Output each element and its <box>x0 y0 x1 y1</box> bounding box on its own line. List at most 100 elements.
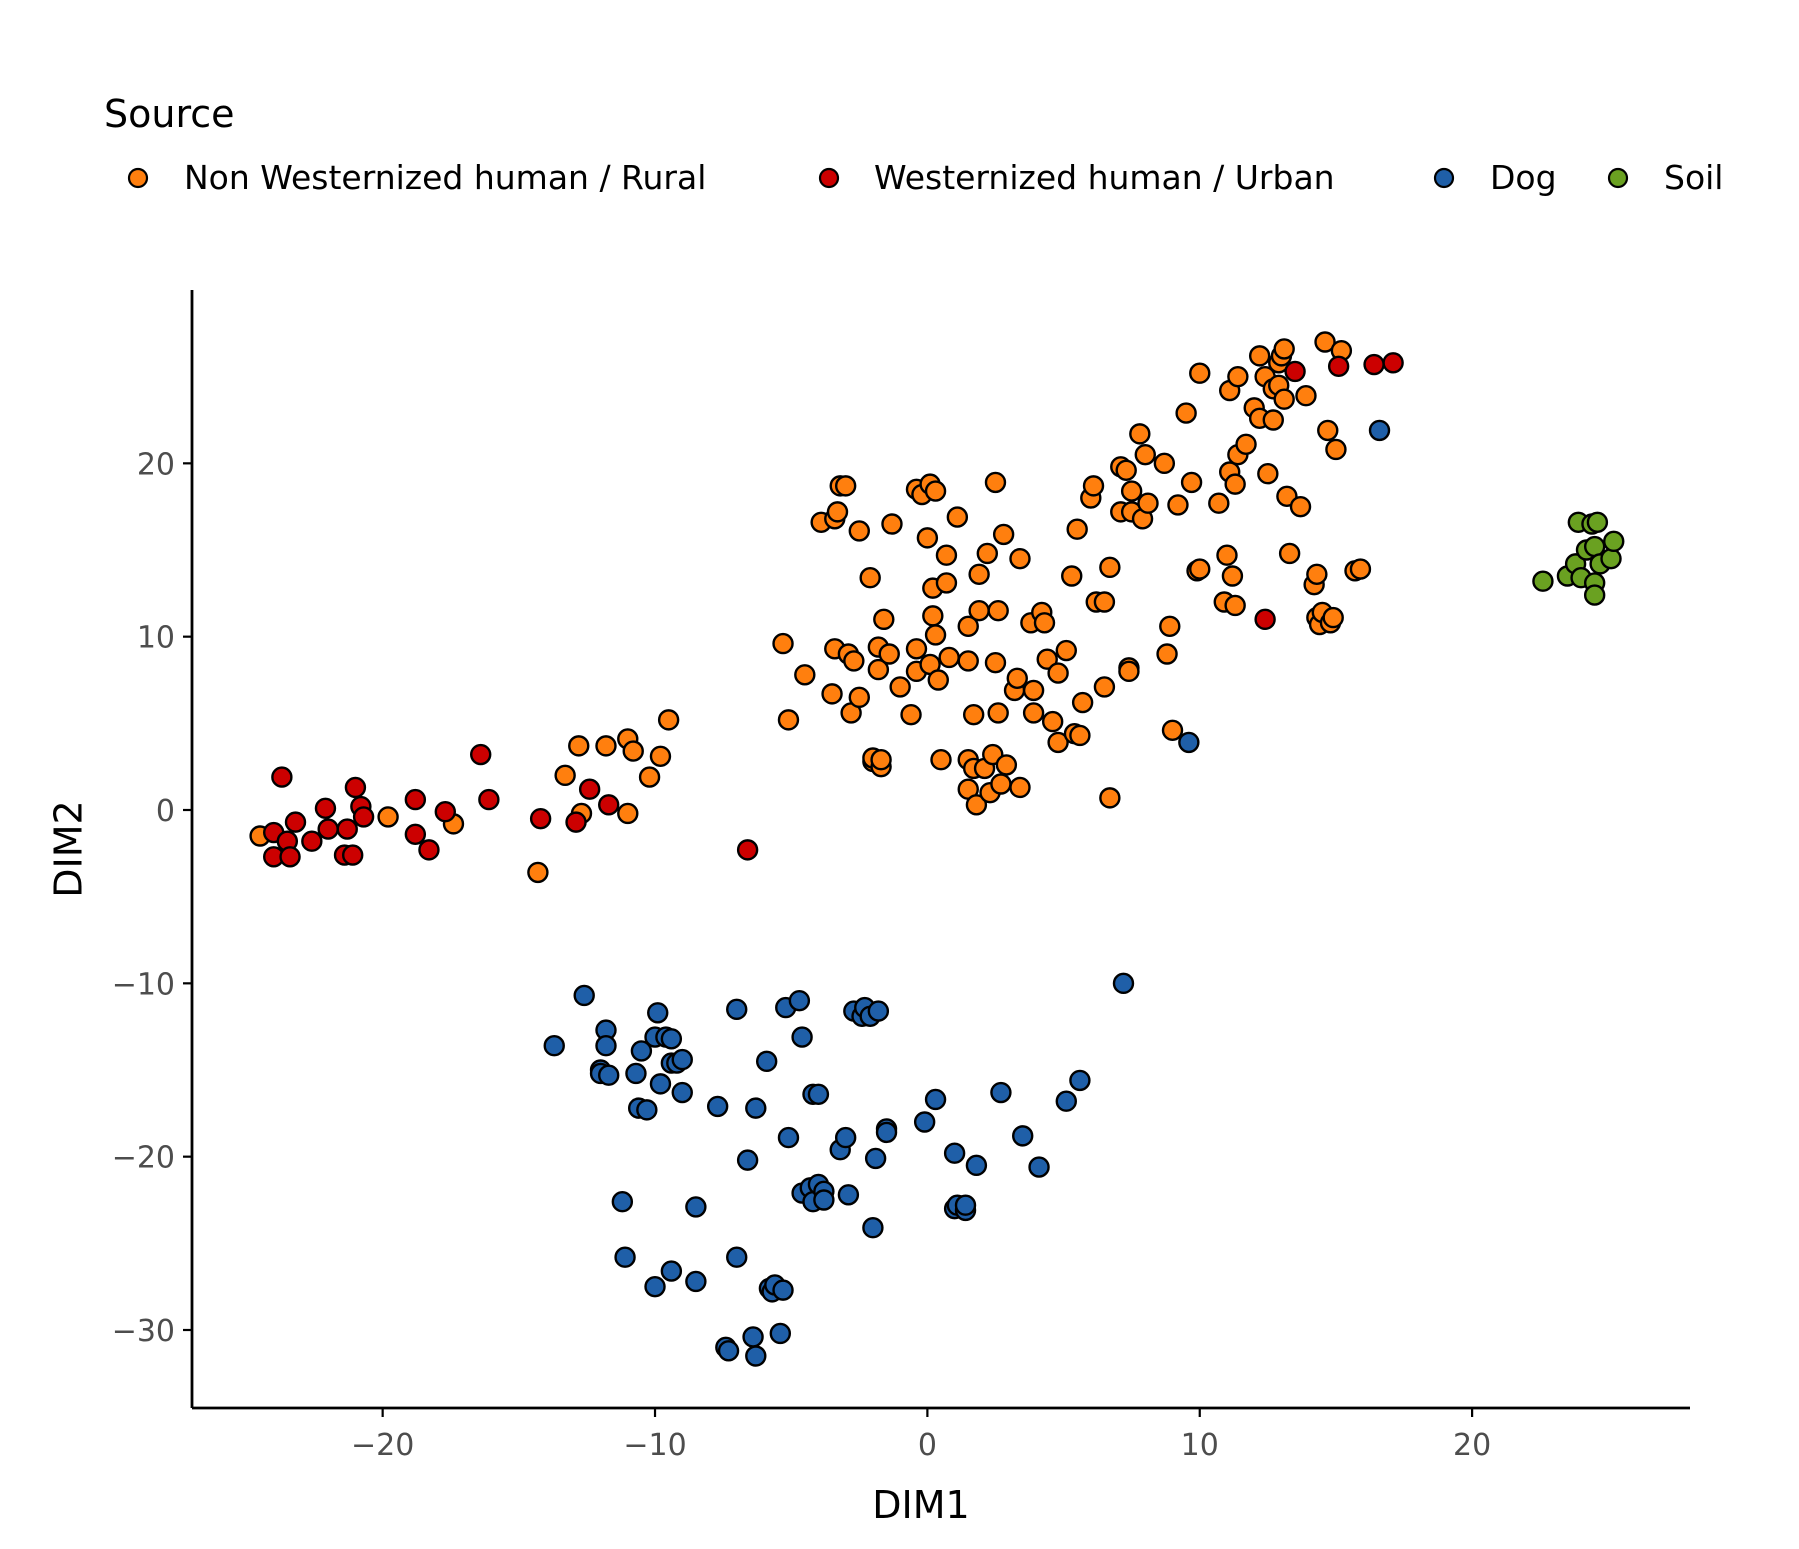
data-point <box>1227 365 1249 388</box>
data-point <box>1349 558 1372 580</box>
data-point <box>1028 1156 1050 1178</box>
data-point <box>1066 518 1088 540</box>
data-point <box>1009 547 1031 570</box>
x-tick-label: −20 <box>351 1428 414 1463</box>
data-point <box>1061 565 1083 587</box>
data-point <box>987 599 1009 622</box>
data-point <box>930 749 952 771</box>
data-point <box>404 788 427 811</box>
data-point <box>905 638 928 660</box>
data-point <box>317 818 339 840</box>
data-point <box>595 735 617 757</box>
data-point <box>984 651 1007 674</box>
data-point <box>826 501 849 523</box>
data-point <box>644 1275 666 1298</box>
y-tick-label: −30 <box>112 1314 175 1349</box>
data-point <box>1314 331 1336 353</box>
data-point <box>990 1081 1012 1104</box>
data-point <box>1189 558 1211 580</box>
data-point <box>1189 362 1211 384</box>
data-point <box>990 773 1012 795</box>
data-point <box>968 563 990 585</box>
data-point <box>527 861 549 884</box>
data-point <box>794 664 816 686</box>
data-point <box>1382 352 1404 374</box>
series-westernized-human-urban <box>263 352 1404 868</box>
data-point <box>649 1073 672 1095</box>
data-point <box>769 1322 792 1345</box>
data-point <box>660 1260 683 1282</box>
data-point <box>1036 648 1058 670</box>
data-point <box>1041 710 1064 733</box>
data-point <box>736 839 759 861</box>
legend-label: Dog <box>1490 158 1557 197</box>
data-point <box>1175 402 1197 424</box>
data-point <box>341 844 364 866</box>
data-point <box>1099 556 1121 579</box>
legend: Source Non Westernized human / Rural West… <box>104 92 1723 197</box>
data-point <box>478 788 500 811</box>
data-point <box>1115 459 1137 481</box>
data-point <box>717 1340 740 1362</box>
data-point <box>1071 691 1094 714</box>
data-point <box>1006 667 1028 689</box>
data-point <box>1221 565 1244 587</box>
data-point <box>900 703 922 726</box>
data-point <box>807 1083 830 1105</box>
x-tick-label: −10 <box>623 1428 686 1463</box>
data-point <box>404 823 427 845</box>
data-point <box>976 542 999 565</box>
data-point <box>848 520 870 542</box>
data-point <box>434 801 456 823</box>
series-non-westernized-human-rural <box>249 331 1372 884</box>
data-point <box>755 1050 778 1073</box>
data-point <box>862 1217 884 1239</box>
data-point <box>1254 608 1276 631</box>
data-point <box>1306 563 1328 585</box>
data-point <box>377 806 399 828</box>
data-point <box>336 818 358 840</box>
data-point <box>617 802 639 825</box>
data-point <box>1208 492 1230 514</box>
y-tick-label: 20 <box>137 447 175 482</box>
data-point <box>1327 355 1350 377</box>
data-point <box>777 1126 800 1149</box>
data-point <box>279 846 301 868</box>
data-points <box>249 331 1625 1367</box>
data-point <box>657 709 680 731</box>
data-point <box>1262 409 1284 431</box>
data-point <box>1273 338 1295 360</box>
data-point <box>1224 594 1246 617</box>
data-point <box>938 646 960 669</box>
data-point <box>1216 544 1238 566</box>
data-point <box>1047 662 1069 684</box>
series-dog <box>543 419 1391 1367</box>
data-point <box>1134 443 1156 466</box>
data-point <box>625 1062 647 1085</box>
y-tick-label: −10 <box>112 967 175 1002</box>
data-point <box>881 513 903 535</box>
data-point <box>1069 724 1091 747</box>
data-point <box>843 650 865 672</box>
data-point <box>1363 353 1385 376</box>
data-point <box>1284 360 1306 383</box>
data-point <box>685 1196 707 1218</box>
data-point <box>565 811 587 833</box>
data-point <box>867 658 890 681</box>
data-point <box>1055 1090 1077 1112</box>
data-point <box>935 544 958 566</box>
data-point <box>1161 719 1184 741</box>
data-point <box>864 1147 887 1170</box>
data-point <box>1112 972 1135 995</box>
data-point <box>543 1035 565 1057</box>
data-point <box>1069 1069 1091 1092</box>
legend-label: Non Westernized human / Rural <box>184 158 706 197</box>
series-soil <box>1532 511 1625 606</box>
data-point <box>1118 660 1140 683</box>
data-point <box>943 1142 966 1164</box>
legend-key <box>1607 167 1629 189</box>
data-point <box>1099 787 1121 809</box>
y-tick-label: 0 <box>156 794 175 829</box>
data-point <box>848 686 870 709</box>
